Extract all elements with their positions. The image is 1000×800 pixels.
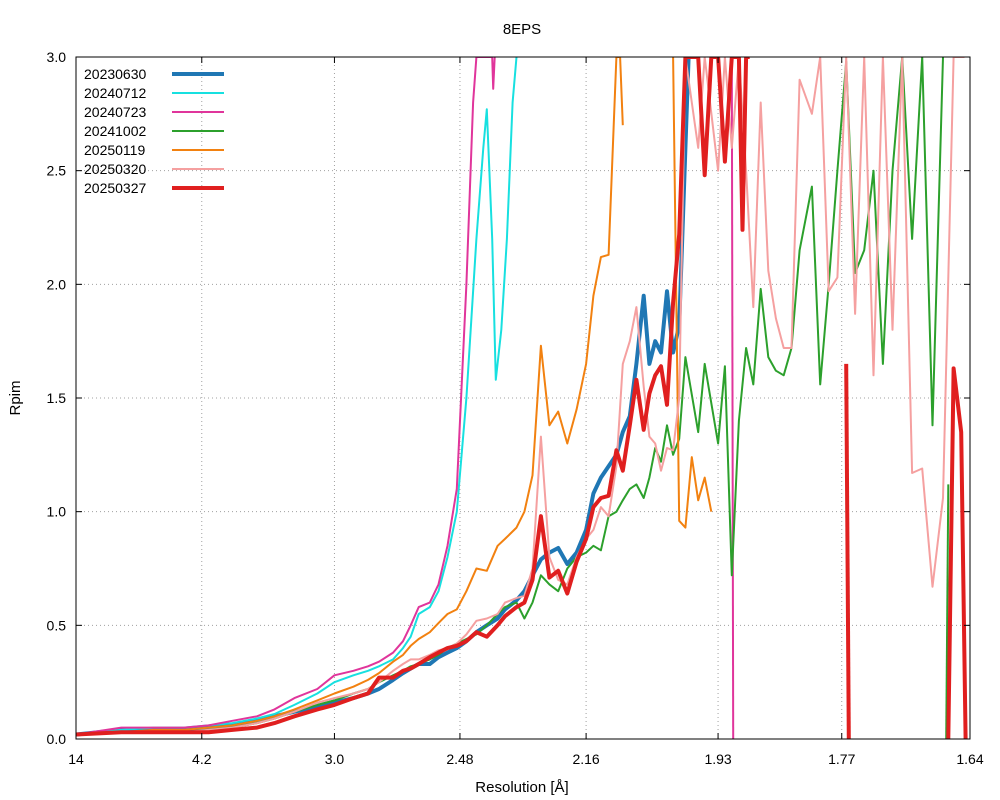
x-tick-label: 1.77 bbox=[828, 751, 855, 767]
series-line-20230630 bbox=[76, 57, 691, 737]
y-tick-label: 0.5 bbox=[47, 617, 67, 633]
series-line-20250119 bbox=[76, 57, 624, 736]
x-axis-title: Resolution [Å] bbox=[475, 779, 568, 796]
x-tick-label: 4.2 bbox=[192, 751, 212, 767]
x-tick-label: 1.64 bbox=[956, 751, 983, 767]
x-tick-label: 2.16 bbox=[572, 751, 599, 767]
legend-label: 20240712 bbox=[84, 85, 147, 101]
x-tick-labels: 14 4.2 3.0 2.48 2.16 1.93 1.77 1.64 bbox=[68, 751, 984, 767]
y-axis-title: Rpim bbox=[7, 380, 24, 415]
legend-label: 20250320 bbox=[84, 161, 147, 177]
series-line-20250327 bbox=[946, 366, 968, 739]
plot-frame bbox=[75, 56, 971, 740]
series-line-20250327 bbox=[844, 363, 851, 739]
chart-title: 8EPS bbox=[503, 21, 541, 38]
x-tick-label: 2.48 bbox=[446, 751, 473, 767]
series-line-20250320 bbox=[76, 57, 965, 736]
series-line-20250327 bbox=[76, 57, 750, 737]
series-layer bbox=[76, 57, 968, 739]
series-line-20240723 bbox=[730, 57, 735, 739]
y-tick-label: 2.5 bbox=[47, 163, 67, 179]
x-tick-label: 1.93 bbox=[704, 751, 731, 767]
legend-label: 20230630 bbox=[84, 66, 147, 82]
legend-label: 20250327 bbox=[84, 180, 147, 196]
x-tick-label: 3.0 bbox=[325, 751, 345, 767]
tick-marks bbox=[75, 56, 971, 740]
legend: 20230630 20240712 20240723 20241002 20250119… bbox=[84, 66, 224, 196]
series-line-20250119 bbox=[672, 57, 713, 529]
legend-label: 20250119 bbox=[84, 142, 145, 158]
x-tick-label: 14 bbox=[68, 751, 84, 767]
y-tick-label: 0.0 bbox=[47, 731, 67, 747]
legend-label: 20241002 bbox=[84, 123, 147, 139]
series-line-20240712 bbox=[76, 57, 518, 736]
y-tick-label: 1.5 bbox=[47, 390, 67, 406]
legend-label: 20240723 bbox=[84, 104, 147, 120]
y-tick-label: 3.0 bbox=[47, 49, 67, 65]
y-tick-label: 2.0 bbox=[47, 276, 67, 292]
series-line-20240723 bbox=[76, 57, 496, 736]
series-line-20241002 bbox=[945, 484, 950, 739]
y-tick-labels: 0.0 0.5 1.0 1.5 2.0 2.5 3.0 bbox=[47, 49, 67, 747]
grid-lines bbox=[76, 57, 970, 739]
y-tick-label: 1.0 bbox=[47, 504, 67, 520]
